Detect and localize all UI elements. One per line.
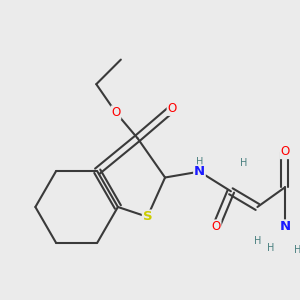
- Text: O: O: [280, 146, 289, 158]
- Text: H: H: [294, 245, 300, 255]
- Text: N: N: [194, 165, 205, 178]
- Text: O: O: [212, 220, 221, 233]
- Text: N: N: [279, 220, 290, 233]
- Text: H: H: [254, 236, 261, 246]
- Text: O: O: [111, 106, 121, 119]
- Text: H: H: [266, 243, 274, 253]
- Text: O: O: [167, 102, 177, 115]
- Text: H: H: [240, 158, 247, 168]
- Text: S: S: [142, 210, 152, 223]
- Text: H: H: [196, 157, 203, 167]
